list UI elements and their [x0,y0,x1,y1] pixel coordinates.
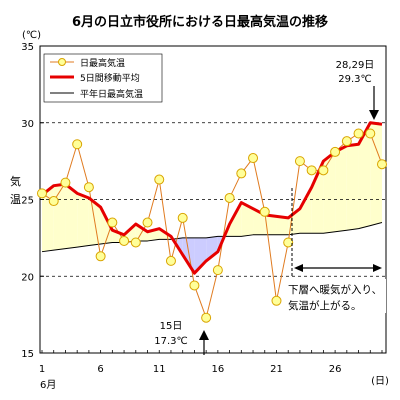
daily-point [224,192,235,203]
y-axis-label-1: 気 [10,174,21,188]
fill-above-normal [241,202,254,237]
annotation-min: 15日 17.3℃ [154,321,209,355]
daily-point [271,295,282,306]
daily-point [353,128,364,139]
gridlines [40,122,386,277]
y-axis-label-2: 温 [10,193,21,206]
daily-point [236,168,247,179]
annotation-max-date: 28,29日 [336,60,375,71]
y-tick-label: 20 [21,272,34,283]
daily-point [318,165,329,176]
annotation-warm: 下層へ暖気が入り、 気温が上がる。 [284,188,386,313]
x-tick-label: 6 [97,364,103,375]
fill-above-normal [311,161,324,234]
fill-above-normal [264,214,277,235]
daily-point [201,312,212,323]
daily-point [248,153,259,164]
annotation-min-value: 17.3℃ [154,336,188,347]
daily-point [37,188,47,199]
annotation-max-arrowhead [369,110,379,120]
fill-above-normal [77,193,89,248]
fill-above-normal [323,151,336,234]
fill-below-normal [194,237,207,274]
series-layer [37,121,387,323]
y-tick-label: 35 [21,42,34,53]
fill-above-normal [299,187,312,234]
fill-above-normal [100,207,113,245]
fill-above-normal [65,184,78,249]
x-tick-label: 21 [270,364,283,375]
fill-above-normal [53,184,66,251]
fill-above-normal [346,144,359,231]
daily-point [377,159,387,170]
daily-point [130,237,141,248]
fill-below-normal [182,237,195,274]
fill-above-normal [370,122,382,226]
legend-marker-daily [58,58,66,66]
daily-point [142,217,153,228]
daily-point [294,156,305,167]
daily-point [119,235,130,246]
annotation-warm-arrowhead-left [294,264,303,272]
x-tick-label: 26 [329,364,342,375]
daily-point [365,128,376,139]
legend: 日最高気温 5日間移動平均 平年日最高気温 [43,53,163,103]
annotation-warm-line2: 気温が上がる。 [288,299,362,312]
y-axis: 15 20 25 30 35 [21,42,44,360]
fill-above-normal [358,122,371,229]
x-tick-label: 11 [153,364,166,375]
x-tick-label: 1 [39,364,45,375]
daily-point [306,165,317,176]
x-axis-label: (日) [371,376,389,387]
daily-point [177,212,188,223]
daily-point [48,196,59,207]
annotation-warm-line1: 下層へ暖気が入り、 [288,283,382,296]
daily-point [259,206,270,217]
y-tick-label: 30 [21,119,34,130]
x-axis: 1 6 11 16 21 26 [39,350,383,375]
daily-point [107,217,118,228]
daily-point [83,182,94,193]
fill-above-normal [276,216,289,235]
annotation-warm-arrowhead-right [373,264,382,272]
daily-point [330,146,341,157]
daily-point [341,136,352,147]
legend-label-ma: 5日間移動平均 [80,72,140,84]
daily-point [154,174,165,185]
annotation-min-date: 15日 [160,321,183,332]
y-tick-label: 15 [21,349,34,360]
legend-label-normal: 平年日最高気温 [80,88,143,100]
month-label: 6月 [40,379,56,391]
daily-point [95,251,106,262]
daily-point [189,280,200,291]
daily-point [283,237,294,248]
y-tick-label: 25 [21,196,34,207]
daily-point [72,139,83,150]
annotation-max-value: 29.3℃ [338,74,372,85]
daily-point [60,177,71,188]
daily-point [165,255,176,266]
y-unit-label: (℃) [22,30,41,41]
annotation-warm-bg [284,279,386,313]
fill-below-normal [206,236,218,261]
series-line-ma [41,121,383,275]
fill-above-normal [335,145,347,232]
legend-label-daily: 日最高気温 [80,57,125,69]
chart-title: 6月の日立市役所における日最高気温の推移 [72,14,328,30]
annotation-min-arrowhead [199,330,209,340]
annotation-max: 28,29日 29.3℃ [336,60,379,120]
x-tick-label: 16 [211,364,224,375]
daily-point [212,265,223,276]
fill-above-normal [288,208,300,235]
